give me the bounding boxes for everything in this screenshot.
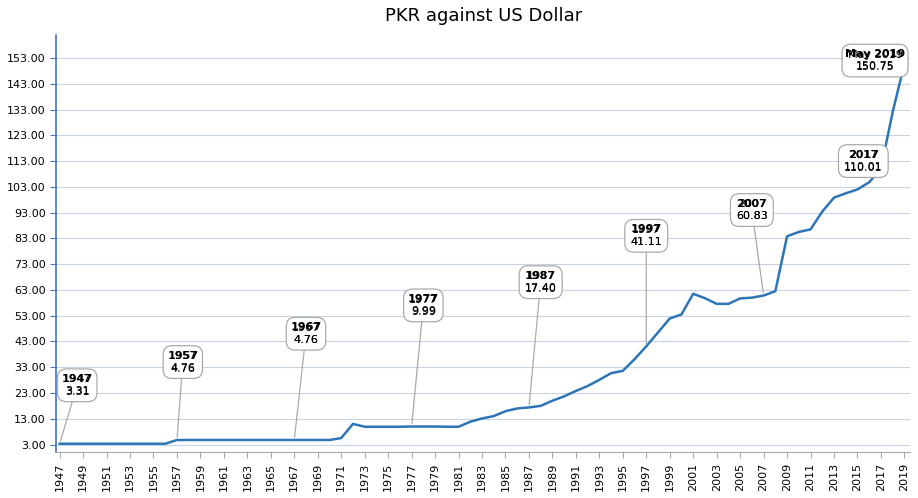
Text: May 2019: May 2019 <box>845 49 905 59</box>
Text: 1997: 1997 <box>631 225 662 235</box>
Text: 1947: 1947 <box>62 374 93 384</box>
Text: 1967: 1967 <box>290 322 321 332</box>
Text: 2007: 2007 <box>736 199 767 209</box>
Text: 3.31: 3.31 <box>65 387 90 397</box>
Text: 41.11: 41.11 <box>631 237 662 248</box>
Text: 110.01: 110.01 <box>844 162 882 172</box>
Text: 2017
110.01: 2017 110.01 <box>844 150 882 172</box>
Text: 150.75: 150.75 <box>856 62 894 72</box>
Text: 2007
60.83: 2007 60.83 <box>736 199 767 221</box>
Text: 1997
41.11: 1997 41.11 <box>631 225 662 247</box>
Text: 1967
4.76: 1967 4.76 <box>292 323 320 345</box>
Text: 1957: 1957 <box>167 351 198 361</box>
Text: 2017: 2017 <box>848 150 879 160</box>
Text: 4.76: 4.76 <box>171 364 196 374</box>
Text: 9.99: 9.99 <box>411 307 436 317</box>
Text: 1987: 1987 <box>525 271 556 281</box>
Title: PKR against US Dollar: PKR against US Dollar <box>385 7 582 25</box>
Text: 1987
17.40: 1987 17.40 <box>525 271 556 293</box>
Text: 1947
3.31: 1947 3.31 <box>63 374 92 396</box>
Text: 17.40: 17.40 <box>525 284 556 294</box>
Text: 1977
9.99: 1977 9.99 <box>409 295 438 316</box>
Text: 60.83: 60.83 <box>736 212 767 222</box>
Text: 4.76: 4.76 <box>294 335 319 345</box>
Text: 1977: 1977 <box>408 294 439 304</box>
Text: May 2019
150.75: May 2019 150.75 <box>847 50 902 71</box>
Text: 1957
4.76: 1957 4.76 <box>169 351 197 373</box>
